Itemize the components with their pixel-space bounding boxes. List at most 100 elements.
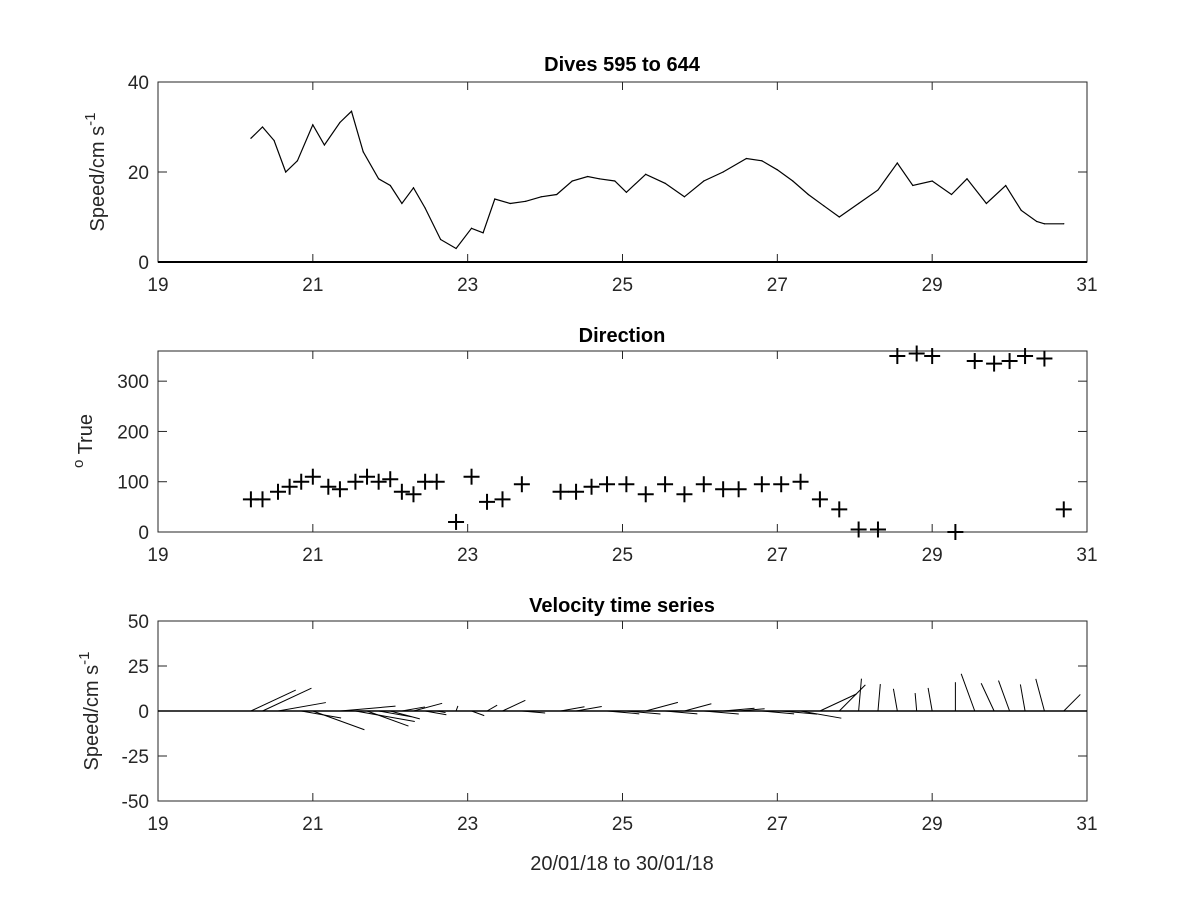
direction-marker [393,483,410,500]
direction-marker [405,486,422,503]
x-tick-label: 19 [147,814,168,835]
velocity-stick [486,704,498,712]
speed-point [823,205,825,207]
direction-marker [811,491,828,508]
x-tick-label: 21 [302,814,323,835]
velocity-stick [521,710,546,714]
direction-marker [947,524,964,540]
direction-marker [370,473,387,490]
x-tick-label: 27 [767,545,788,566]
x-tick-label: 27 [767,814,788,835]
direction-marker [320,478,337,495]
direction-marker [715,481,732,498]
direction-plot-ticks: 19 21 23 25 27 29 31 0 100 200 300 [117,351,1098,566]
velocity-stick [1035,678,1045,712]
speed-point [494,198,496,200]
y-tick-label: 0 [138,702,149,723]
velocity-stick [781,710,818,715]
speed-point [1005,184,1007,187]
direction-marker [428,473,445,490]
speed-point [1020,209,1022,211]
velocity-stick [1063,694,1081,712]
direction-marker [331,481,348,498]
speed-point [323,144,326,146]
y-tick-label: 20 [128,163,149,184]
direction-marker [1055,501,1072,518]
x-tick-label: 27 [767,275,788,296]
direction-marker [269,483,286,500]
speed-point [482,232,484,234]
velocity-stick [355,710,415,722]
velocity-plot-ylabel: Speed/cm s-1 [76,652,103,771]
y-tick-label: -25 [122,747,149,768]
direction-marker [908,345,925,362]
direction-plot-series [242,345,1072,540]
y-tick-label: 25 [128,657,149,678]
velocity-stick [366,710,409,727]
velocity-stick [684,703,712,712]
speed-point [625,191,627,193]
speed-point [509,202,511,205]
y-tick-label: 50 [128,612,149,633]
speed-point [571,180,573,182]
speed-point [858,202,860,205]
velocity-stick [703,710,739,715]
direction-marker [347,473,364,490]
velocity-stick [606,710,640,715]
x-tick-label: 23 [457,814,478,835]
x-tick-label: 21 [302,275,323,296]
velocity-stick [413,702,443,712]
velocity-stick [877,684,881,712]
speed-plot-axes-box [157,81,1088,263]
velocity-stick [665,710,698,715]
x-tick-label: 19 [147,275,168,296]
speed-point [424,207,426,209]
x-tick-label: 31 [1076,275,1097,296]
x-tick-label: 25 [612,545,633,566]
velocity-stick [1019,684,1026,712]
direction-marker [637,486,654,503]
direction-marker [448,513,465,530]
speed-plot-ticks: 19 21 23 25 27 29 31 0 20 40 [128,73,1098,296]
x-tick-label: 21 [302,545,323,566]
direction-marker [479,493,496,510]
speed-point [587,175,589,178]
x-tick-label: 29 [922,275,943,296]
direction-marker [463,468,480,485]
direction-marker [494,491,511,508]
velocity-stick [858,678,862,712]
speed-point [745,157,747,160]
velocity-stick [960,673,976,712]
direction-marker [753,476,770,493]
direction-marker [730,481,747,498]
speed-point [439,238,442,241]
speed-point [761,160,763,162]
speed-point [339,121,341,124]
speed-point [285,171,287,173]
speed-point [985,202,987,205]
speed-point [296,160,298,162]
direction-marker [618,476,635,493]
y-tick-label: 300 [117,372,149,393]
direction-marker [831,501,848,518]
velocity-stick [980,683,995,712]
velocity-stick [998,680,1011,712]
velocity-stick [800,710,842,719]
speed-point [645,173,647,175]
y-tick-label: 40 [128,73,149,94]
direction-marker [657,476,674,493]
y-tick-label: 100 [117,473,149,494]
x-tick-label: 23 [457,545,478,566]
direction-marker [889,348,906,365]
direction-marker [568,483,585,500]
speed-point [362,151,364,153]
direction-marker [293,473,310,490]
speed-point [1036,220,1038,223]
direction-plot-axes-box [157,350,1088,533]
speed-point [470,227,473,229]
direction-marker [254,491,271,508]
direction-marker [792,473,809,490]
speed-point [966,178,968,180]
speed-point [664,182,666,184]
velocity-stick [455,705,459,712]
